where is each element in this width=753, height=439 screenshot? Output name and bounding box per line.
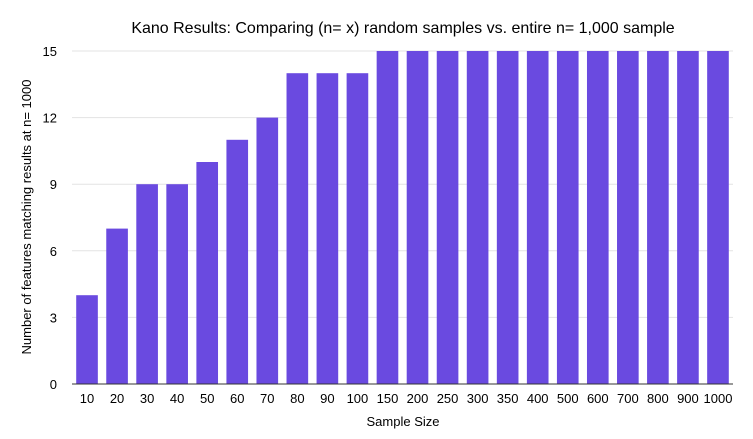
bar [466, 51, 489, 384]
bar [707, 51, 729, 384]
bar [406, 51, 429, 384]
x-tick-label: 30 [140, 391, 154, 406]
bar [256, 117, 279, 384]
x-tick-label: 600 [587, 391, 609, 406]
bar [226, 139, 249, 384]
bar [556, 51, 579, 384]
x-tick-label: 10 [80, 391, 94, 406]
x-tick-label: 800 [647, 391, 669, 406]
bar [316, 73, 339, 384]
x-tick-label: 300 [467, 391, 489, 406]
y-tick-label: 9 [50, 177, 57, 192]
y-tick-label: 12 [43, 111, 57, 126]
x-tick-label: 50 [200, 391, 214, 406]
x-tick-label: 100 [347, 391, 369, 406]
x-tick-label: 90 [320, 391, 334, 406]
bar [166, 184, 188, 384]
y-tick-label: 3 [50, 310, 57, 325]
x-tick-label: 70 [260, 391, 274, 406]
x-axis-ticks: 10 20 30 40 50 60 70 80 90 100 150 200 250 300 350 400 5… [80, 391, 733, 406]
x-tick-label: 350 [497, 391, 519, 406]
x-tick-label: 500 [557, 391, 579, 406]
bars [76, 51, 729, 384]
bar [526, 51, 549, 384]
y-axis-title: Number of features matching results at n… [19, 80, 34, 355]
x-tick-label: 1000 [704, 391, 733, 406]
x-tick-label: 60 [230, 391, 244, 406]
bar [196, 162, 219, 384]
bar [376, 51, 399, 384]
bar [586, 51, 609, 384]
chart-title: Kano Results: Comparing (n= x) random sa… [131, 20, 674, 37]
x-tick-label: 40 [170, 391, 184, 406]
x-tick-label: 900 [677, 391, 699, 406]
x-tick-label: 700 [617, 391, 639, 406]
bar [647, 51, 669, 384]
bar [136, 184, 158, 384]
bar [346, 73, 369, 384]
y-axis-ticks: 0 3 6 9 12 15 [43, 44, 57, 392]
x-tick-label: 250 [437, 391, 459, 406]
x-tick-label: 200 [407, 391, 429, 406]
x-tick-label: 20 [110, 391, 124, 406]
x-axis-title: Sample Size [367, 414, 440, 429]
x-tick-label: 400 [527, 391, 549, 406]
bar [106, 228, 128, 384]
bar [436, 51, 459, 384]
y-tick-label: 0 [50, 377, 57, 392]
bar [286, 73, 309, 384]
x-tick-label: 150 [377, 391, 399, 406]
x-tick-label: 80 [290, 391, 304, 406]
bar [677, 51, 699, 384]
bar [617, 51, 639, 384]
bar [76, 295, 98, 384]
y-tick-label: 6 [50, 244, 57, 259]
y-tick-label: 15 [43, 44, 57, 59]
bar [496, 51, 519, 384]
